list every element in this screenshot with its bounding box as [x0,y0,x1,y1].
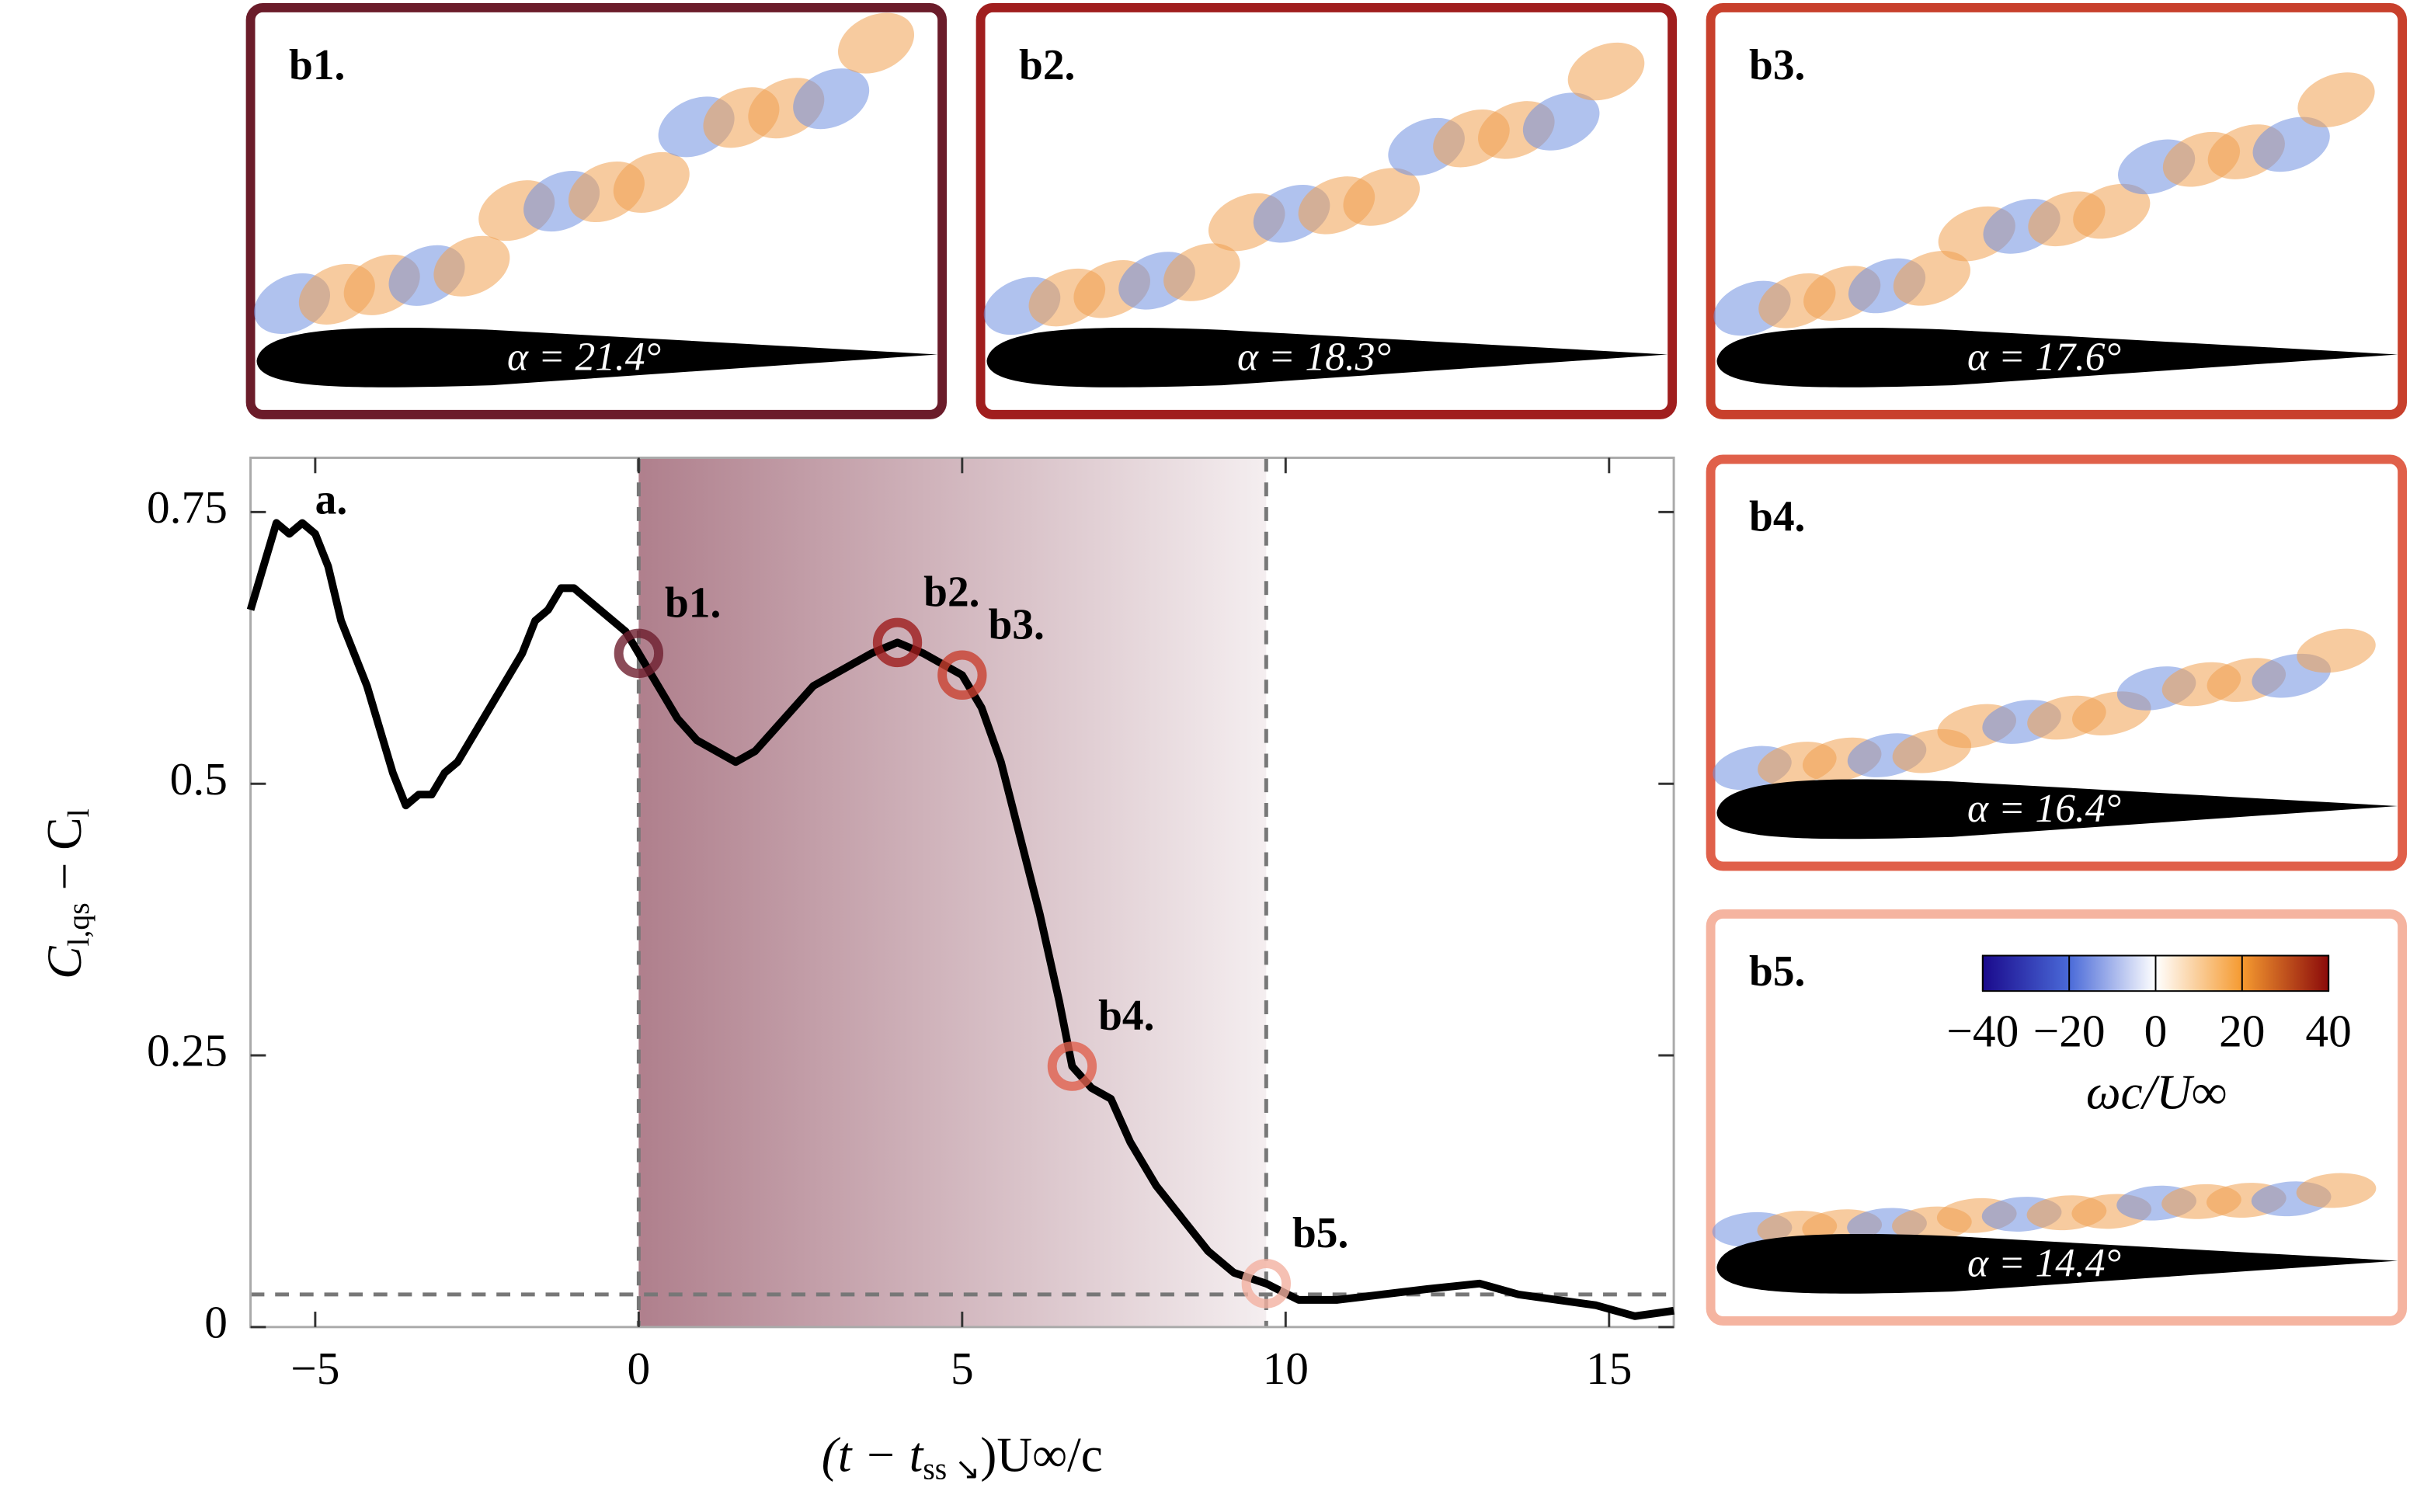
highlight-marker [1241,1259,1291,1309]
x-tick-label: 15 [1586,1343,1632,1394]
y-tick-label: 0.5 [170,753,228,805]
y-axis-label: Cl,qs − Cl [37,808,96,979]
annotation: a. [315,477,348,524]
highlight-label: b3. [988,601,1044,648]
panel-label: b2. [1019,42,1075,89]
y-tick-label: 0 [204,1296,228,1347]
vorticity-blob [2297,628,2376,673]
panel-label: b3. [1749,42,1805,89]
shaded-region [638,457,1267,1327]
y-tick-label: 0.25 [147,1025,228,1076]
highlight-label: b4. [1098,992,1154,1040]
panel-alpha: α = 16.4° [1967,787,2121,831]
y-label-part: l,qs [61,902,96,946]
colorbar-tick-label: −40 [1946,1005,2019,1056]
panel-alpha: α = 17.6° [1967,335,2121,379]
vorticity-blob [2296,1173,2377,1208]
vorticity-blob [793,68,870,130]
y-tick-label: 0.75 [147,481,228,533]
vorticity-blob [2297,72,2375,127]
highlight-marker [937,650,987,700]
panel-alpha: α = 18.3° [1237,335,1391,379]
highlight-label: b2. [923,568,979,616]
colorbar-tick-label: 0 [2144,1005,2168,1056]
data-line [246,519,1674,1320]
airfoil [1716,779,2398,839]
x-label-part: (t − t [822,1427,924,1482]
vorticity-blob [838,12,915,74]
vorticity-blob [1163,243,1240,301]
highlight-marker [614,628,664,679]
panel-alpha: α = 21.4° [507,335,661,379]
vorticity-blob [1567,42,1645,101]
airfoil [1716,1233,2398,1294]
colorbar-tick-label: −20 [2033,1005,2106,1056]
vorticity-blob [2252,116,2330,172]
x-label-part: ss ↘ [923,1451,980,1486]
panel-alpha: α = 14.4° [1967,1241,2121,1285]
y-label-part: C [37,946,92,979]
highlight-marker [1047,1041,1097,1091]
highlight-marker [872,617,923,668]
vorticity-blob [2073,183,2151,239]
y-label-part: l [61,808,96,817]
x-label-part: )U∞/c [980,1427,1103,1482]
vorticity-blob [1522,92,1600,151]
x-tick-label: −5 [290,1343,339,1394]
highlight-label: b1. [665,579,721,627]
airfoil [1716,327,2398,388]
x-axis-label: (t − tss ↘)U∞/c [822,1427,1103,1486]
vorticity-blob [1893,251,1971,306]
panel-label: b5. [1749,948,1805,996]
x-tick-label: 5 [951,1343,974,1394]
colorbar-tick-label: 40 [2305,1005,2351,1056]
panel-label: b1. [289,42,345,89]
panel-label: b4. [1749,494,1805,541]
vorticity-blob [433,235,510,297]
x-tick-label: 10 [1263,1343,1309,1394]
vorticity-blob [1343,168,1421,226]
highlight-label: b5. [1292,1210,1348,1257]
airfoil [986,327,1668,388]
colorbar-label: ωc/U∞ [2086,1065,2227,1120]
colorbar-tick-label: 20 [2219,1005,2265,1056]
y-label-part: − C [37,817,92,902]
vorticity-blob [613,151,690,213]
airfoil [256,327,938,388]
x-tick-label: 0 [628,1343,651,1394]
